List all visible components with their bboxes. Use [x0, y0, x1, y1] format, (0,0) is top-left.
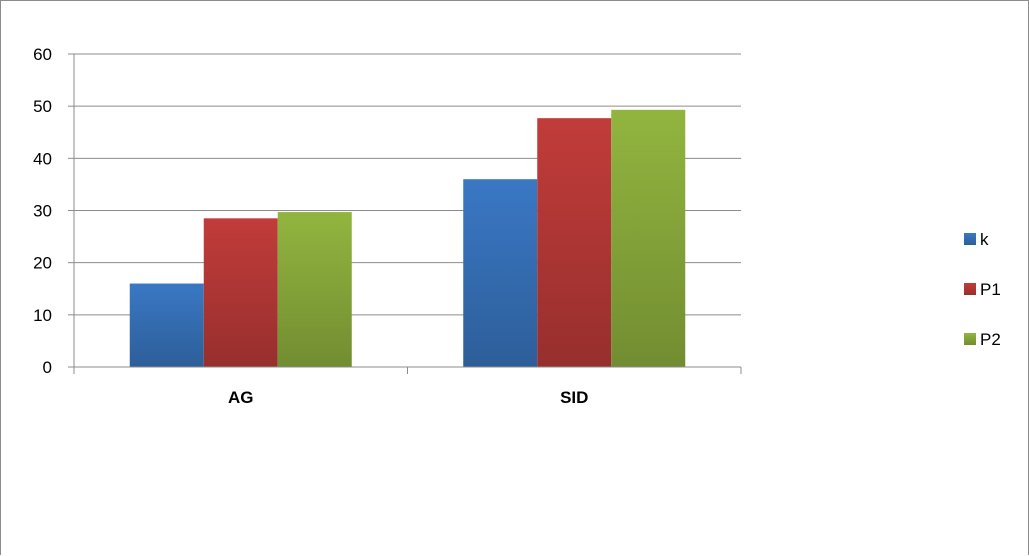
legend: k P1 P2: [964, 230, 1001, 349]
legend-swatch-k: [964, 233, 976, 245]
axis-labels: 0 10 20 30 40 50 60 AG SID: [33, 45, 588, 407]
axes: [68, 53, 742, 374]
y-tick-label: 40: [33, 149, 52, 168]
legend-swatch-p2: [964, 333, 976, 345]
legend-swatch-p1: [964, 283, 976, 295]
bar-p2-sid: [611, 109, 686, 368]
bars: [129, 109, 686, 368]
legend-label-k: k: [980, 230, 989, 249]
y-tick-label: 30: [33, 202, 52, 221]
legend-label-p1: P1: [980, 280, 1001, 299]
y-tick-label: 0: [43, 358, 52, 377]
bar-k-ag: [129, 283, 204, 367]
bar-p2-ag: [277, 212, 352, 367]
y-tick-label: 50: [33, 97, 52, 116]
y-tick-label: 10: [33, 306, 52, 325]
y-tick-label: 60: [33, 45, 52, 64]
x-category-label: AG: [228, 388, 254, 407]
y-tick-label: 20: [33, 254, 52, 273]
legend-label-p2: P2: [980, 330, 1001, 349]
x-category-label: SID: [560, 388, 588, 407]
bar-p1-sid: [537, 118, 612, 367]
bar-p1-ag: [203, 218, 278, 367]
bar-k-sid: [463, 179, 538, 367]
